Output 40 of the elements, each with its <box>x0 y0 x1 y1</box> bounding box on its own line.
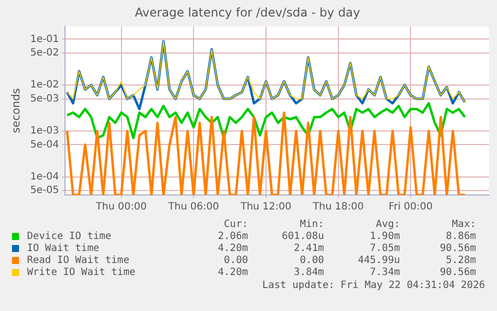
text: Last update: Fri May 22 04:31:04 2026 <box>262 280 485 291</box>
legend-label: Read IO Wait time <box>26 255 130 267</box>
text: 2.06m <box>216 231 248 243</box>
y-tick-label: 5e-05 <box>30 185 60 196</box>
y-tick-label: 5e-04 <box>30 139 60 150</box>
text: 90.56m <box>438 267 476 279</box>
text: 4.20m <box>216 267 248 279</box>
y-tick-label: 5e-02 <box>30 48 60 59</box>
y-tick-label: 1e-01 <box>30 34 60 45</box>
text: 7.34m <box>368 267 400 279</box>
text: 5.28m <box>444 255 476 267</box>
text: 0.00 <box>298 255 324 267</box>
y-axis-title: seconds <box>9 88 22 134</box>
x-tick-label: Thu 06:00 <box>167 202 220 213</box>
text: 4.20m <box>216 243 248 255</box>
text: Cur: <box>222 219 248 231</box>
text: 7.05m <box>368 243 400 255</box>
legend-label: IO Wait time <box>26 243 100 255</box>
y-tick-label: 1e-04 <box>30 171 60 182</box>
text: Avg: <box>374 219 400 231</box>
text: 2.41m <box>292 243 324 255</box>
x-tick-label: Thu 18:00 <box>312 202 364 213</box>
y-tick-label: 1e-02 <box>30 80 60 91</box>
chart-title: Average latency for /dev/sda - by day <box>134 5 360 20</box>
text: 0.00 <box>222 255 248 267</box>
text: 1.90m <box>368 231 400 243</box>
text: 90.56m <box>438 243 476 255</box>
y-tick-label: 5e-03 <box>30 93 60 104</box>
text: 8.86m <box>444 231 476 243</box>
text: Max: <box>450 219 476 231</box>
legend-label: Device IO time <box>26 231 112 243</box>
y-tick-label: 1e-03 <box>30 125 60 136</box>
x-tick-label: Thu 12:00 <box>240 202 292 213</box>
x-tick-label: Fri 00:00 <box>388 202 433 213</box>
text: 3.84m <box>292 267 324 279</box>
text: 601.08u <box>280 231 324 243</box>
text: Min: <box>298 219 324 231</box>
legend-label: Write IO Wait time <box>26 267 136 279</box>
x-tick-label: Thu 00:00 <box>94 202 147 213</box>
text: 445.99u <box>356 255 400 267</box>
